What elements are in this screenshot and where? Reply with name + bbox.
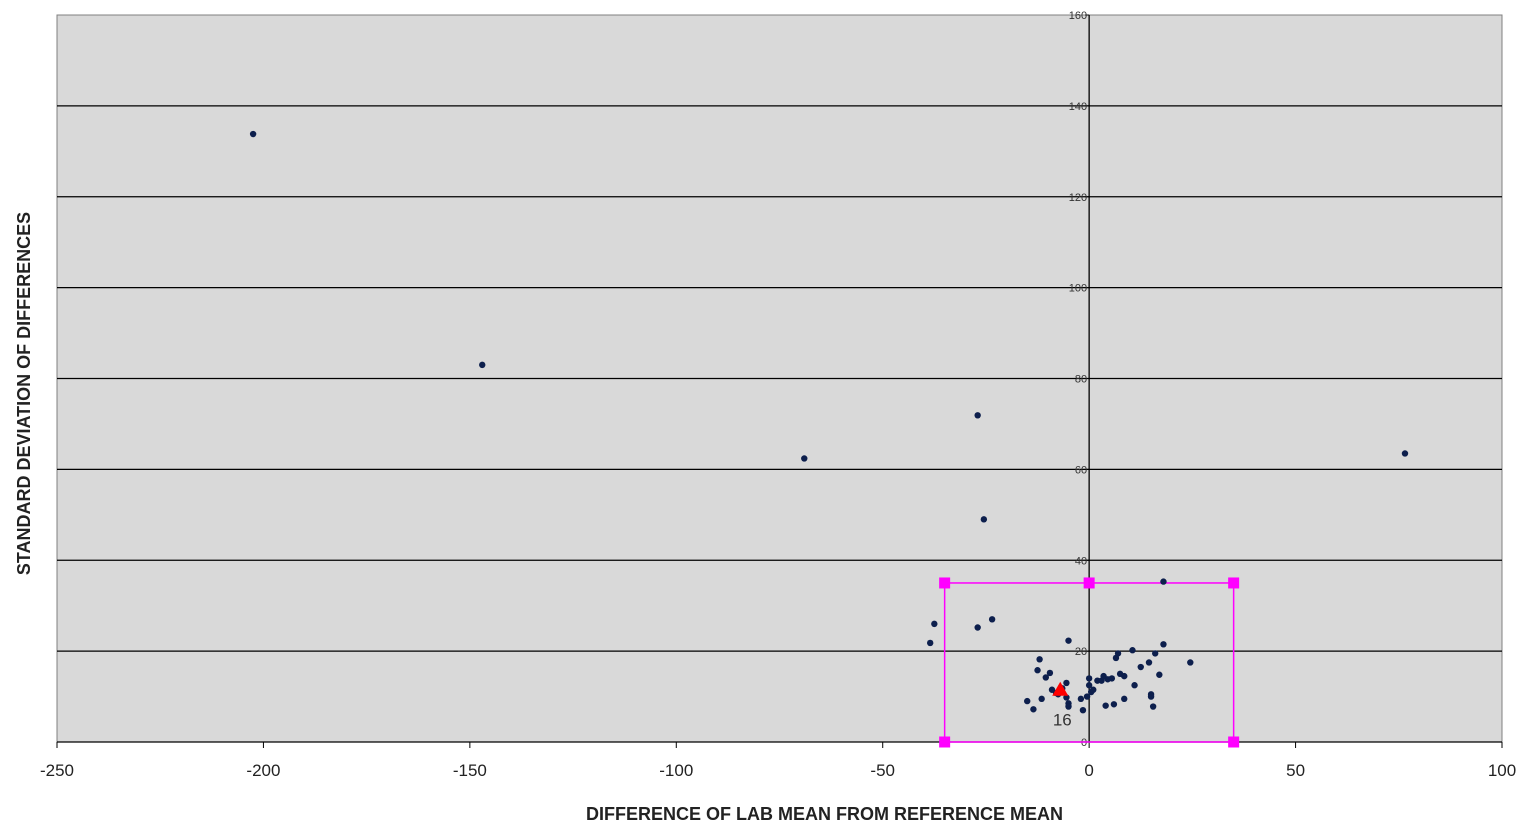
box-marker-1	[1083, 577, 1095, 589]
data-point-11	[1160, 641, 1167, 648]
x-tick-label-3: -100	[659, 761, 693, 780]
data-point-53	[1152, 650, 1159, 657]
x-tick-labels: -250 -200 -150 -100 -50 0 50 100	[40, 761, 1516, 780]
y-tick-label-7: 140	[1069, 101, 1087, 113]
data-point-24	[1065, 703, 1072, 710]
data-point-2	[801, 455, 808, 462]
data-point-6	[931, 620, 938, 628]
data-point-31	[1085, 682, 1093, 689]
y-tick-label-6: 120	[1069, 192, 1087, 204]
y-tick-labels: 0 20 40 60 80 100 120 140 160	[1069, 10, 1087, 749]
highlight-marker	[1052, 681, 1069, 696]
data-point-0	[249, 130, 257, 138]
data-point-13	[1036, 656, 1043, 663]
data-point-48	[1131, 682, 1138, 689]
x-tick-label-4: -50	[870, 761, 895, 780]
y-tick-label-4: 80	[1075, 374, 1087, 386]
x-tick-label-1: -200	[246, 761, 280, 780]
data-point-22	[1063, 694, 1070, 701]
data-point-47	[1129, 647, 1136, 654]
y-axis-label: STANDARD DEVIATION OF DIFFERENCES	[14, 212, 34, 575]
x-tick-label-0: -250	[40, 761, 74, 780]
data-point-52	[1149, 703, 1157, 710]
data-point-26	[1030, 706, 1037, 713]
data-point-12	[1065, 637, 1072, 644]
data-point-43	[1114, 650, 1122, 657]
data-point-45	[1121, 672, 1128, 680]
data-point-16	[1046, 669, 1054, 677]
data-point-54	[1156, 671, 1163, 678]
x-axis-label: DIFFERENCE OF LAB MEAN FROM REFERENCE ME…	[586, 804, 1063, 824]
y-tick-label-3: 60	[1075, 464, 1087, 476]
data-point-34	[1090, 686, 1097, 693]
data-point-32	[1085, 675, 1093, 682]
data-point-49	[1137, 663, 1144, 671]
box-marker-4	[1228, 736, 1240, 748]
data-point-25	[1038, 695, 1045, 703]
y-tick-label-8: 160	[1069, 10, 1087, 22]
data-point-9	[988, 616, 996, 623]
highlight-triangle	[1052, 681, 1069, 696]
data-point-15	[1042, 674, 1049, 681]
data-point-5	[1401, 450, 1409, 457]
data-point-29	[1079, 706, 1087, 714]
data-point-38	[1102, 702, 1109, 709]
x-tick-label-6: 50	[1286, 761, 1305, 780]
data-point-1	[479, 361, 486, 369]
y-tick-label-0: 0	[1081, 737, 1087, 749]
x-tick-label-7: 100	[1488, 761, 1516, 780]
x-tick-label-5: 0	[1084, 761, 1093, 780]
box-marker-3	[939, 736, 951, 748]
data-point-21	[1063, 679, 1070, 687]
data-point-40	[1108, 675, 1116, 682]
data-point-46	[1121, 695, 1128, 703]
data-point-8	[974, 624, 981, 631]
limit-box	[939, 577, 1240, 748]
point-annotation: 16	[1053, 710, 1072, 729]
y-tick-label-5: 100	[1069, 283, 1087, 295]
data-point-28	[1077, 695, 1085, 703]
y-tick-label-1: 20	[1075, 646, 1087, 658]
data-point-27	[1024, 697, 1031, 705]
data-point-7	[926, 639, 934, 647]
y-tick-label-2: 40	[1075, 555, 1087, 567]
data-point-50	[1145, 659, 1153, 666]
data-points	[249, 130, 1409, 714]
data-point-10	[1160, 578, 1167, 585]
grid-lines	[57, 105, 1502, 652]
data-point-3	[974, 412, 981, 419]
data-point-56	[1147, 693, 1155, 700]
data-point-55	[1187, 659, 1194, 666]
box-marker-0	[939, 577, 951, 589]
box-marker-2	[1228, 577, 1240, 589]
data-point-14	[1034, 667, 1041, 674]
data-point-41	[1110, 701, 1118, 708]
data-point-4	[980, 516, 988, 523]
x-tick-label-2: -150	[453, 761, 487, 780]
data-point-30	[1083, 693, 1091, 700]
